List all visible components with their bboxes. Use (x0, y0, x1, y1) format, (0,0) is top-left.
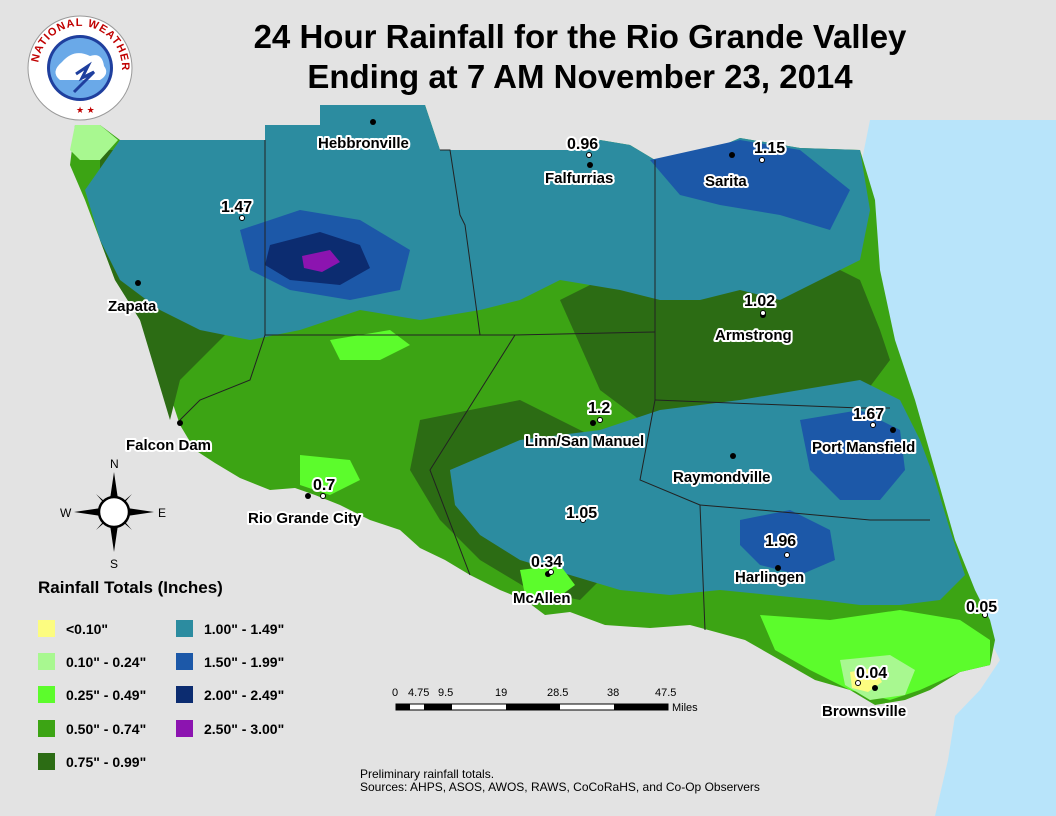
legend-item: 0.75" - 0.99" (38, 753, 146, 770)
band-0-10-upper (70, 125, 118, 160)
obs-value: 0.04 (856, 665, 887, 682)
observation-values: 0.96 1.15 1.47 1.02 1.2 1.67 0.7 1.05 1.… (219, 134, 999, 684)
city-label-linn-san-manuel: Linn/San Manuel (525, 433, 644, 450)
band-1-50-a (650, 140, 850, 230)
band-2-50 (302, 250, 340, 272)
notes-line1: Preliminary rainfall totals. (360, 767, 495, 781)
legend-label: 0.75" - 0.99" (66, 753, 147, 770)
obs-value: 1.67 (853, 406, 884, 423)
scale-tick: 4.75 (408, 687, 429, 699)
legend-label: 2.50" - 3.00" (204, 720, 285, 737)
obs-value: 0.7 (313, 477, 335, 494)
band-0-25-d (520, 565, 575, 600)
scale-tick: 0 (392, 687, 398, 699)
obs-value: 1.47 (221, 199, 252, 216)
gulf-water (858, 120, 1056, 816)
source-notes: Preliminary rainfall totals. Sources: AH… (360, 768, 760, 794)
city-label-harlingen: Harlingen (735, 569, 804, 586)
legend-label: 1.00" - 1.49" (204, 620, 285, 637)
city-label-sarita: Sarita (705, 173, 747, 190)
legend-swatch (38, 620, 55, 637)
obs-value: 0.34 (531, 554, 562, 571)
scale-tick: 19 (495, 687, 507, 699)
obs-value: 0.05 (966, 599, 997, 616)
city-label-rio-grande-city: Rio Grande City (248, 510, 362, 527)
legend-title: Rainfall Totals (Inches) (38, 578, 223, 597)
band-0-25-c (760, 610, 990, 700)
map-title-line2: Ending at 7 AM November 23, 2014 (307, 58, 853, 95)
map-title-line1: 24 Hour Rainfall for the Rio Grande Vall… (253, 18, 907, 55)
county-lines (179, 140, 930, 631)
compass-n: N (110, 457, 119, 471)
city-labels: Hebbronville Falfurrias Sarita Zapata Ar… (106, 133, 917, 722)
band-1-50-d (800, 410, 905, 500)
compass-e: E (158, 506, 166, 520)
scale-tick: 28.5 (547, 687, 568, 699)
legend-label: 0.50" - 0.74" (66, 720, 147, 737)
svg-text:★ ★: ★ ★ (76, 105, 95, 115)
obs-value: 1.2 (588, 400, 610, 417)
legend: Rainfall Totals (Inches) <0.10" 0.10" - … (38, 578, 338, 778)
nws-logo: NATIONAL WEATHER SERVICE ★ ★ (27, 15, 133, 121)
band-0-25-b (300, 455, 360, 495)
compass-s: S (110, 557, 118, 571)
legend-swatch (176, 653, 193, 670)
city-label-armstrong: Armstrong (715, 327, 792, 344)
obs-value: 1.05 (566, 505, 597, 522)
notes-line2: Sources: AHPS, ASOS, AWOS, RAWS, CoCoRaH… (360, 780, 760, 794)
legend-swatch (176, 720, 193, 737)
city-label-falcon-dam: Falcon Dam (126, 437, 211, 454)
legend-label: 0.10" - 0.24" (66, 653, 147, 670)
obs-value: 1.96 (765, 533, 796, 550)
legend-swatch (38, 653, 55, 670)
observation-markers (239, 152, 988, 686)
city-label-port-mansfield: Port Mansfield (812, 439, 915, 456)
scale-tick: 47.5 (655, 687, 676, 699)
legend-swatch (176, 686, 193, 703)
scale-tick: 38 (607, 687, 619, 699)
legend-swatch (38, 753, 55, 770)
band-0-25-a (330, 330, 410, 360)
legend-label: 1.50" - 1.99" (204, 653, 285, 670)
obs-value: 0.96 (567, 136, 598, 153)
obs-value: 1.15 (754, 140, 785, 157)
legend-label: 2.00" - 2.49" (204, 686, 285, 703)
city-label-zapata: Zapata (108, 298, 157, 315)
compass-w: W (60, 506, 72, 520)
legend-item: <0.10" (38, 620, 108, 637)
scale-unit: Miles (672, 702, 698, 714)
legend-swatch (38, 720, 55, 737)
legend-item: 0.10" - 0.24" (38, 653, 146, 670)
city-label-mcallen: McAllen (513, 590, 571, 607)
legend-item: 0.25" - 0.49" (38, 686, 146, 703)
legend-item: 0.50" - 0.74" (38, 720, 146, 737)
city-label-hebbronville: Hebbronville (318, 135, 409, 152)
city-label-raymondville: Raymondville (673, 469, 771, 486)
legend-item: 1.00" - 1.49" (176, 620, 284, 637)
scale-bar: 0 4.75 9.5 19 28.5 38 47.5 Miles (392, 687, 698, 714)
legend-item: 2.50" - 3.00" (176, 720, 284, 737)
city-label-falfurrias: Falfurrias (545, 170, 613, 187)
legend-item: 2.00" - 2.49" (176, 686, 284, 703)
city-label-brownsville: Brownsville (822, 703, 906, 720)
legend-item: 1.50" - 1.99" (176, 653, 284, 670)
legend-label: 0.25" - 0.49" (66, 686, 147, 703)
obs-value: 1.02 (744, 293, 775, 310)
compass-rose-icon: N S E W (60, 457, 166, 571)
band-1-50-c (740, 510, 835, 575)
legend-swatch (176, 620, 193, 637)
legend-swatch (38, 686, 55, 703)
scale-tick: 9.5 (438, 687, 453, 699)
legend-label: <0.10" (66, 620, 109, 637)
